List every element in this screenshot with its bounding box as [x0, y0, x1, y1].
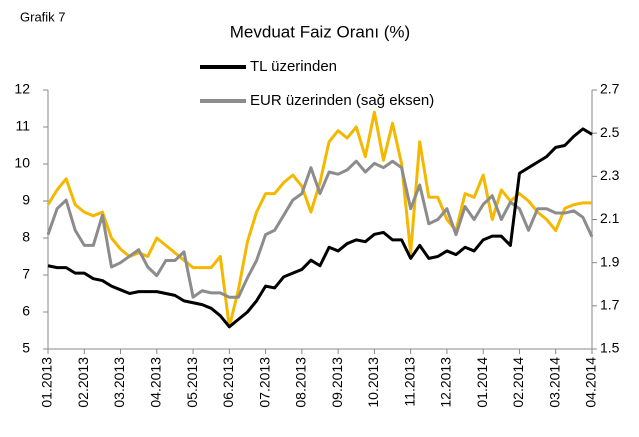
- x-tick-label: 11.2013: [401, 357, 417, 407]
- x-tick-label: 04.2013: [148, 357, 164, 408]
- series-line: [46, 159, 594, 299]
- x-tick-label: 04.2014: [583, 357, 599, 408]
- series-line: [47, 127, 593, 329]
- y-tick-label: 12: [14, 81, 30, 97]
- legend-label: EUR üzerinden (sağ eksen): [250, 92, 434, 109]
- chart-title: Mevduat Faiz Oranı (%): [230, 22, 410, 41]
- x-tick-label: 03.2013: [111, 357, 127, 408]
- x-tick-label: 01.2013: [39, 357, 55, 408]
- y2-tick-label: 1.7: [600, 297, 620, 313]
- y-tick-label: 10: [14, 155, 30, 171]
- y-tick-label: 11: [15, 118, 30, 134]
- y-tick-label: 5: [22, 340, 30, 356]
- y2-tick-label: 1.5: [600, 340, 620, 356]
- y2-tick-label: 2.5: [600, 124, 620, 140]
- y2-tick-label: 2.7: [600, 81, 620, 97]
- legend-label: TL üzerinden: [250, 58, 337, 75]
- x-tick-label: 03.2014: [546, 357, 562, 408]
- x-tick-label: 08.2013: [293, 357, 309, 408]
- x-tick-label: 07.2013: [256, 357, 272, 408]
- x-tick-label: 06.2013: [220, 357, 236, 408]
- x-tick-label: 09.2013: [329, 357, 345, 408]
- x-tick-label: 02.2014: [510, 357, 526, 408]
- y2-tick-label: 1.9: [600, 253, 620, 269]
- x-tick-label: 02.2013: [75, 357, 91, 408]
- x-tick-label: 10.2013: [365, 357, 381, 408]
- y2-tick-label: 2.3: [600, 167, 620, 183]
- y-tick-label: 7: [22, 266, 30, 282]
- x-tick-label: 05.2013: [184, 357, 200, 408]
- y-tick-label: 9: [22, 192, 30, 208]
- y2-tick-label: 2.1: [600, 210, 620, 226]
- y-tick-label: 8: [22, 229, 30, 245]
- x-tick-label: 12.2013: [438, 357, 454, 408]
- chart-label: Grafik 7: [20, 9, 66, 24]
- y-tick-label: 6: [22, 303, 30, 319]
- x-tick-label: 01.2014: [474, 357, 490, 408]
